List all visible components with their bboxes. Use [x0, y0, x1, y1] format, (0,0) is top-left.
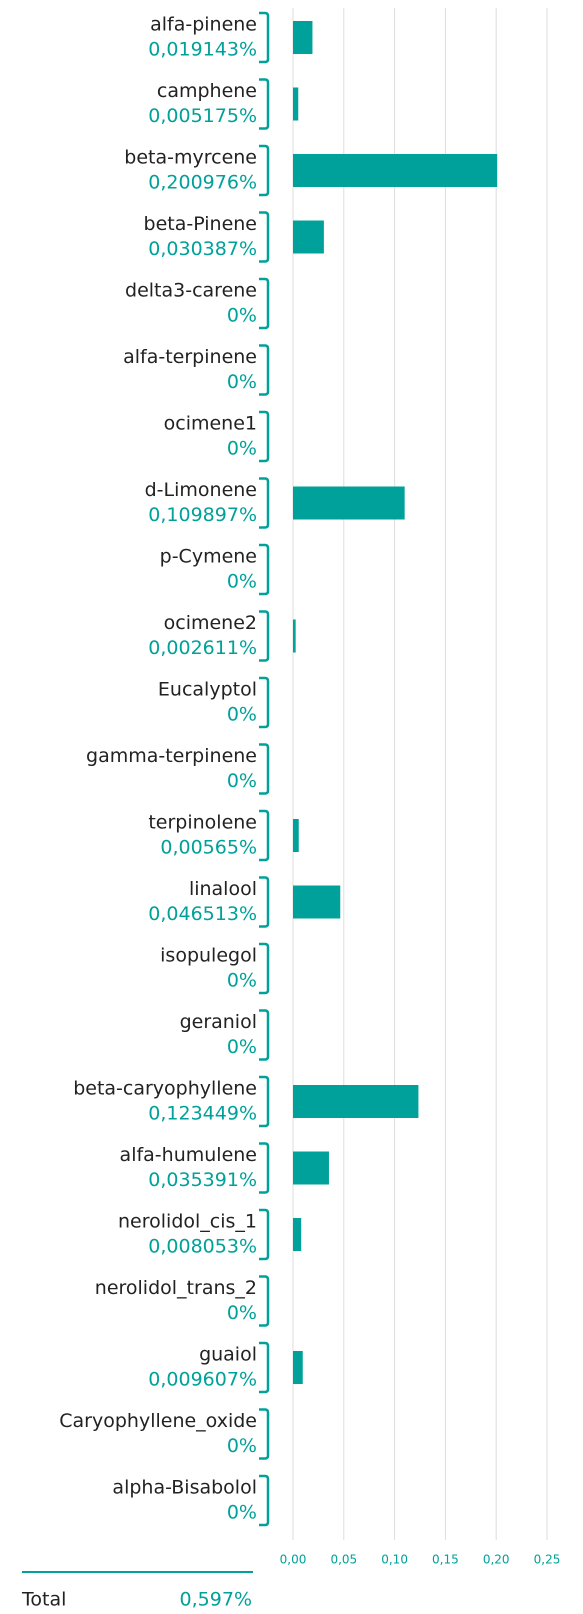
bar	[293, 1085, 419, 1118]
bracket	[259, 1408, 270, 1460]
bracket	[259, 942, 270, 995]
bar	[293, 1218, 302, 1251]
category-label: nerolidol_trans_2	[95, 1277, 257, 1299]
bracket	[259, 1341, 270, 1394]
category-label: linalool	[189, 878, 257, 900]
x-tick-label: 0,00	[280, 1553, 307, 1567]
bar	[293, 619, 296, 653]
bar	[293, 885, 341, 919]
bracket	[259, 1009, 270, 1061]
category-label: beta-Pinene	[144, 213, 257, 235]
total-label: Total	[21, 1589, 66, 1611]
category-label: guaiol	[199, 1344, 257, 1366]
category-label: Eucalyptol	[158, 679, 257, 701]
value-label: 0%	[227, 1036, 257, 1058]
value-label: 0,019143%	[148, 39, 257, 61]
category-label: alfa-terpinene	[123, 346, 257, 368]
category-label: camphene	[157, 80, 257, 102]
value-label: 0%	[227, 770, 257, 792]
x-tick-label: 0,25	[534, 1553, 561, 1567]
bracket	[259, 610, 270, 662]
x-tick-label: 0,10	[381, 1553, 408, 1567]
category-label: delta3-carene	[125, 280, 257, 302]
value-label: 0%	[227, 438, 257, 460]
category-label: alfa-pinene	[150, 14, 257, 36]
value-label: 0,005175%	[148, 105, 257, 127]
total-value: 0,597%	[180, 1589, 252, 1611]
category-label: beta-caryophyllene	[73, 1078, 257, 1100]
value-label: 0,002611%	[148, 637, 257, 659]
x-tick-label: 0,20	[483, 1553, 510, 1567]
bracket	[259, 809, 270, 862]
bracket	[259, 1142, 270, 1194]
category-label: Caryophyllene_oxide	[59, 1410, 257, 1432]
bracket	[259, 144, 270, 197]
value-label: 0%	[227, 970, 257, 992]
value-label: 0,009607%	[148, 1369, 257, 1391]
bracket	[259, 543, 270, 596]
bracket	[259, 410, 270, 463]
value-label: 0,035391%	[148, 1169, 257, 1191]
value-label: 0,008053%	[148, 1236, 257, 1258]
value-label: 0,109897%	[148, 504, 257, 526]
value-label: 0,123449%	[148, 1103, 257, 1125]
bar	[293, 21, 313, 54]
bar	[293, 1351, 303, 1384]
category-label: gamma-terpinene	[86, 745, 257, 767]
category-label: ocimene1	[164, 413, 257, 435]
category-label: p-Cymene	[160, 546, 257, 568]
value-label: 0%	[227, 1502, 257, 1524]
bracket	[259, 876, 270, 928]
bar	[293, 87, 299, 121]
bracket	[259, 743, 270, 795]
category-label: ocimene2	[164, 612, 257, 634]
category-label: isopulegol	[160, 945, 257, 967]
bracket	[259, 676, 270, 729]
bracket	[259, 1075, 270, 1128]
bar	[293, 220, 324, 254]
bracket	[259, 11, 270, 64]
bracket	[259, 344, 270, 396]
value-label: 0%	[227, 371, 257, 393]
category-label: geraniol	[180, 1011, 257, 1033]
bracket	[259, 1275, 270, 1327]
bracket	[259, 1474, 270, 1527]
bracket	[259, 78, 270, 130]
bracket	[259, 1208, 270, 1261]
x-tick-label: 0,15	[432, 1553, 459, 1567]
value-label: 0,030387%	[148, 238, 257, 260]
value-label: 0%	[227, 305, 257, 327]
value-label: 0%	[227, 571, 257, 593]
value-label: 0,00565%	[160, 837, 257, 859]
category-label: alpha-Bisabolol	[112, 1477, 257, 1499]
category-label: terpinolene	[148, 812, 257, 834]
bar	[293, 486, 405, 520]
value-label: 0%	[227, 704, 257, 726]
bar	[293, 1151, 329, 1185]
bracket	[259, 477, 270, 529]
category-label: d-Limonene	[145, 479, 257, 501]
bar	[293, 154, 498, 187]
value-label: 0%	[227, 1435, 257, 1457]
bracket	[259, 277, 270, 330]
category-label: beta-myrcene	[124, 147, 257, 169]
x-tick-label: 0,05	[330, 1553, 357, 1567]
value-label: 0,200976%	[148, 172, 257, 194]
category-label: nerolidol_cis_1	[118, 1211, 257, 1233]
category-label: alfa-humulene	[120, 1144, 257, 1166]
value-label: 0%	[227, 1302, 257, 1324]
bracket	[259, 211, 270, 263]
bar	[293, 819, 299, 852]
value-label: 0,046513%	[148, 903, 257, 925]
